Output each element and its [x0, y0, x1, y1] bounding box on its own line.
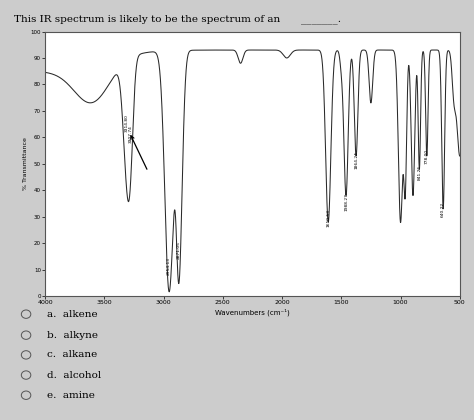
Text: 1864.24: 1864.24 [354, 151, 358, 169]
Text: d.  alcohol: d. alcohol [47, 370, 101, 380]
Text: 3314.80: 3314.80 [124, 114, 128, 132]
Text: 2871.05: 2871.05 [177, 241, 181, 259]
Text: 3307.74: 3307.74 [128, 125, 132, 143]
Text: _______.: _______. [301, 15, 341, 24]
Text: 640.22: 640.22 [441, 202, 445, 217]
Text: a.  alkene: a. alkene [47, 310, 98, 319]
Text: 841.26: 841.26 [418, 165, 421, 180]
Text: 1988.27: 1988.27 [344, 194, 348, 211]
Text: b.  alkyne: b. alkyne [47, 331, 99, 340]
Text: c.  alkane: c. alkane [47, 350, 98, 360]
Text: 778.00: 778.00 [425, 149, 429, 164]
X-axis label: Wavenumbers (cm⁻¹): Wavenumbers (cm⁻¹) [215, 308, 290, 315]
Y-axis label: % Transmittance: % Transmittance [23, 137, 27, 190]
Text: e.  amine: e. amine [47, 391, 95, 400]
Text: This IR spectrum is likely to be the spectrum of an: This IR spectrum is likely to be the spe… [14, 15, 284, 24]
Text: 1610.53: 1610.53 [326, 209, 330, 227]
Text: 2954.13: 2954.13 [167, 257, 171, 275]
